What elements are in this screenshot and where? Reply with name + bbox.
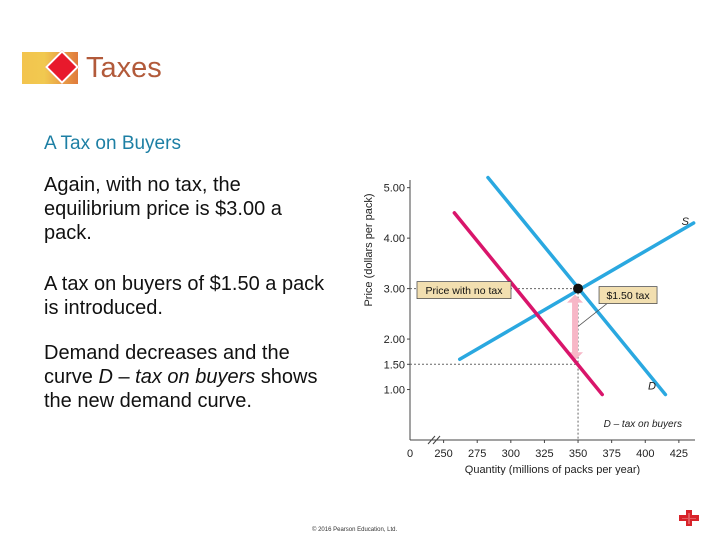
- copyright-text: © 2016 Pearson Education, Ltd.: [312, 527, 398, 533]
- supply-label: S: [682, 216, 690, 228]
- x-tick-label: 0: [407, 448, 413, 460]
- x-tick-label: 425: [670, 448, 688, 460]
- slide-title: Taxes: [86, 52, 162, 84]
- x-tick-label: 400: [636, 448, 654, 460]
- y-axis-label: Price (dollars per pack): [363, 193, 375, 306]
- demand-minus-tax-label: D – tax on buyers: [604, 419, 682, 430]
- axis-break-mark: [427, 435, 436, 445]
- demand-label: D: [648, 381, 656, 393]
- x-axis-label: Quantity (millions of packs per year): [465, 464, 640, 475]
- y-tick-label: 1.00: [384, 385, 405, 397]
- y-tick-label: 1.50: [384, 359, 405, 371]
- paragraph-tax-introduced: A tax on buyers of $1.50 a pack is intro…: [44, 273, 325, 319]
- y-tick-label: 2.00: [384, 334, 405, 346]
- tax-on-buyers-chart: 1.00 1.50 2.00 3.00 4.00 5.00 0 250 275 300 325 350…: [363, 175, 696, 475]
- axis-break-mark: [432, 435, 441, 445]
- y-tick-label: 5.00: [384, 183, 405, 195]
- equilibrium-point: [573, 283, 584, 294]
- price-no-tax-label: Price with no tax: [425, 285, 503, 297]
- tax-label: $1.50 tax: [606, 290, 650, 302]
- tax-label-pointer: [577, 303, 608, 327]
- y-tick-label: 3.00: [384, 284, 405, 296]
- x-tick-label: 250: [434, 448, 452, 460]
- x-tick-label: 300: [502, 448, 520, 460]
- tax-arrow-shaft: [572, 300, 579, 355]
- paragraph-demand-decreases: Demand decreases and the curve D – tax o…: [44, 342, 318, 412]
- tax-arrow-head-up: [567, 294, 584, 303]
- demand-minus-tax-curve: [452, 211, 604, 397]
- tax-label-box: [598, 286, 658, 304]
- x-tick-label: 325: [535, 448, 553, 460]
- pearson-plus-icon: [676, 507, 702, 529]
- x-tick-label: 375: [602, 448, 620, 460]
- x-tick-label: 350: [569, 448, 587, 460]
- y-tick-label: 4.00: [384, 233, 405, 245]
- price-no-tax-box: [416, 281, 512, 299]
- slide-subtitle: A Tax on Buyers: [44, 133, 181, 154]
- paragraph-equilibrium: Again, with no tax, the equilibrium pric…: [44, 174, 282, 244]
- x-tick-label: 275: [468, 448, 486, 460]
